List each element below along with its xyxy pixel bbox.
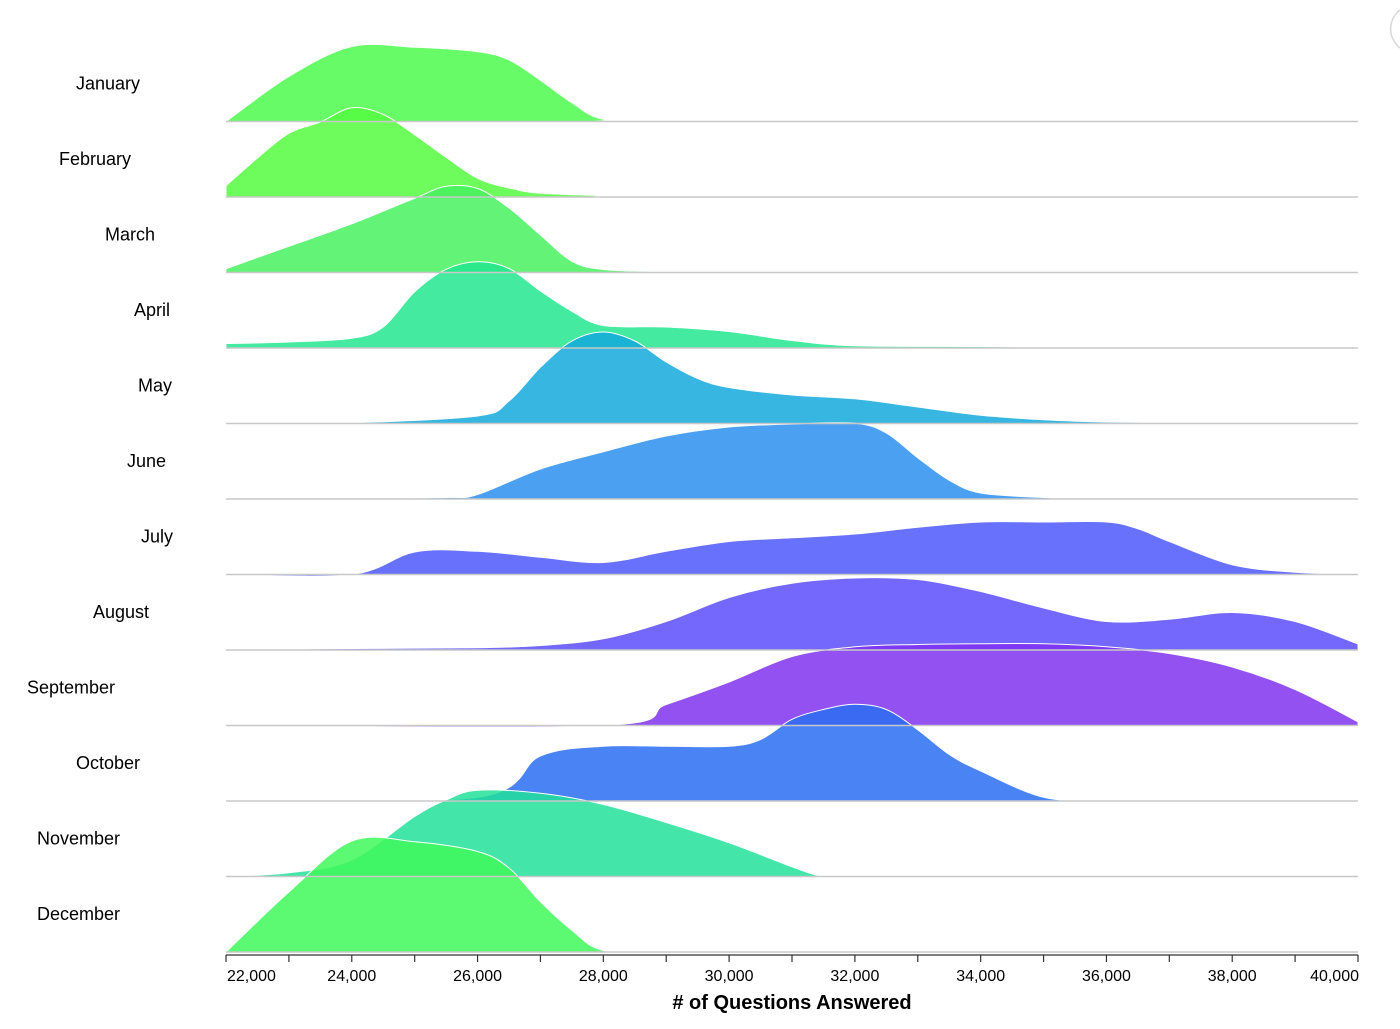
- x-tick-label: 34,000: [956, 968, 1005, 985]
- month-labels: January February March April May June July Augu…: [27, 74, 173, 925]
- month-label-september: September: [27, 678, 115, 698]
- month-label-december: December: [37, 904, 120, 924]
- month-label-february: February: [59, 149, 131, 169]
- month-label-april: April: [134, 300, 170, 320]
- month-label-july: July: [141, 527, 173, 547]
- baselines: [226, 120, 1358, 953]
- x-tick-label: 22,000: [227, 968, 276, 985]
- x-tick-label: 38,000: [1208, 968, 1257, 985]
- x-tick-label: 26,000: [453, 968, 502, 985]
- ridge-july: [225, 521, 1359, 577]
- month-label-january: January: [76, 74, 140, 94]
- ridge-april: [225, 261, 1359, 349]
- x-tick-label: 36,000: [1082, 968, 1131, 985]
- x-axis-ticks: 22,000 24,000 26,000 28,000 30,000 32,000 34,0…: [225, 955, 1359, 985]
- ridges: [224, 43, 1359, 954]
- month-label-march: March: [105, 225, 155, 245]
- month-label-june: June: [127, 451, 166, 471]
- month-label-may: May: [138, 376, 172, 396]
- ridge-may: [225, 331, 1359, 425]
- ridge-december: [224, 836, 1359, 954]
- x-tick-label: 24,000: [327, 968, 376, 985]
- month-label-august: August: [93, 602, 149, 622]
- x-tick-label: 30,000: [705, 968, 754, 985]
- corner-decoration: [1389, 9, 1400, 49]
- ridge-june: [225, 422, 1359, 500]
- ridge-august: [225, 577, 1359, 651]
- month-label-november: November: [37, 829, 120, 849]
- x-tick-label: 40,000: [1310, 968, 1359, 985]
- x-tick-label: 32,000: [830, 968, 879, 985]
- month-label-october: October: [76, 753, 140, 773]
- x-axis: 22,000 24,000 26,000 28,000 30,000 32,000 34,0…: [225, 954, 1359, 1014]
- ridge-september: [225, 643, 1359, 728]
- ridge-march: [225, 184, 1359, 274]
- ridge-january: [224, 43, 1359, 123]
- x-axis-title: # of Questions Answered: [672, 992, 911, 1014]
- x-tick-label: 28,000: [579, 968, 628, 985]
